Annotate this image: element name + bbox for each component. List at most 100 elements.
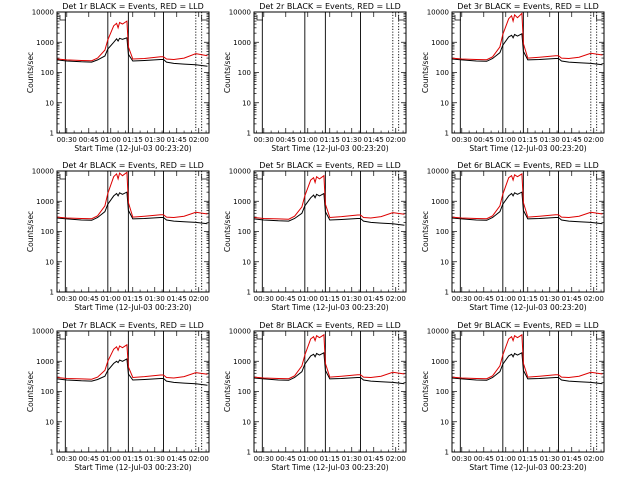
y-tick-label: 100 <box>436 228 449 236</box>
corner-marker <box>256 174 263 180</box>
x-tick-label: 01:00 <box>298 295 318 303</box>
x-axis-label: Start Time (12-Jul-03 00:23:20) <box>469 303 586 312</box>
corner-marker <box>201 174 208 180</box>
panel-title: Det 4r BLACK = Events, RED = LLD <box>62 161 204 170</box>
y-tick-label: 10 <box>440 99 449 107</box>
x-tick-label: 01:15 <box>123 295 143 303</box>
x-tick-label: 01:45 <box>167 136 187 144</box>
y-tick-label: 1000 <box>233 39 251 47</box>
x-tick-label: 00:45 <box>276 136 296 144</box>
x-tick-label: 01:00 <box>496 295 516 303</box>
corner-marker <box>59 174 66 180</box>
x-tick-label: 01:45 <box>562 136 582 144</box>
x-tick-label: 01:30 <box>342 455 362 463</box>
x-tick-label: 00:30 <box>452 295 472 303</box>
x-tick-label: 00:30 <box>254 295 274 303</box>
x-tick-label: 02:00 <box>386 136 406 144</box>
y-axis-label: Counts/sec <box>223 52 232 93</box>
x-tick-label: 00:45 <box>276 455 296 463</box>
x-tick-label: 01:00 <box>101 295 121 303</box>
x-tick-label: 01:45 <box>364 455 384 463</box>
corner-marker <box>59 334 66 340</box>
events-series-line <box>452 33 603 66</box>
plot-frame <box>56 170 210 293</box>
corner-marker <box>596 334 603 340</box>
panel-title: Det 9r BLACK = Events, RED = LLD <box>457 321 599 330</box>
lld-series-line <box>254 174 405 220</box>
events-series-line <box>57 37 208 67</box>
x-tick-label: 01:15 <box>518 136 538 144</box>
x-axis-label: Start Time (12-Jul-03 00:23:20) <box>74 303 191 312</box>
x-tick-label: 01:30 <box>342 295 362 303</box>
x-axis-label: Start Time (12-Jul-03 00:23:20) <box>271 463 388 472</box>
y-tick-label: 10000 <box>32 168 54 176</box>
corner-marker <box>398 15 405 21</box>
y-tick-label: 100 <box>41 228 54 236</box>
y-tick-label: 1 <box>50 449 54 457</box>
corner-marker <box>596 174 603 180</box>
y-tick-label: 1000 <box>431 358 449 366</box>
plot-frame <box>253 11 407 134</box>
y-tick-label: 10 <box>242 418 251 426</box>
panel-title: Det 2r BLACK = Events, RED = LLD <box>259 2 401 11</box>
y-tick-label: 1000 <box>36 358 54 366</box>
x-tick-label: 00:45 <box>474 295 494 303</box>
y-tick-label: 10000 <box>427 9 449 17</box>
x-tick-label: 00:30 <box>254 455 274 463</box>
y-tick-label: 10 <box>242 258 251 266</box>
x-tick-label: 00:45 <box>79 295 99 303</box>
y-tick-label: 10 <box>440 258 449 266</box>
panel-det-4: Det 4r BLACK = Events, RED = LLD 1 10 100 10… <box>26 161 210 312</box>
y-tick-label: 1 <box>445 449 449 457</box>
corner-marker <box>256 15 263 21</box>
panel-title: Det 3r BLACK = Events, RED = LLD <box>457 2 599 11</box>
panel-det-6: Det 6r BLACK = Events, RED = LLD 1 10 100 10… <box>421 161 605 312</box>
events-series-line <box>57 358 208 386</box>
x-axis-label: Start Time (12-Jul-03 00:23:20) <box>271 144 388 153</box>
x-tick-label: 01:45 <box>562 455 582 463</box>
panel-title: Det 5r BLACK = Events, RED = LLD <box>259 161 401 170</box>
panel-title: Det 6r BLACK = Events, RED = LLD <box>457 161 599 170</box>
plot-frame <box>253 330 407 453</box>
panel-title: Det 7r BLACK = Events, RED = LLD <box>62 321 204 330</box>
y-tick-label: 10 <box>45 258 54 266</box>
panel-det-9: Det 9r BLACK = Events, RED = LLD 1 10 100 10… <box>421 321 605 472</box>
x-tick-label: 00:45 <box>474 455 494 463</box>
y-tick-label: 1000 <box>431 198 449 206</box>
x-tick-label: 02:00 <box>584 295 604 303</box>
x-tick-label: 02:00 <box>386 455 406 463</box>
panel-det-7: Det 7r BLACK = Events, RED = LLD 1 10 100 10… <box>26 321 210 472</box>
x-tick-label: 02:00 <box>386 295 406 303</box>
x-tick-label: 01:30 <box>145 455 165 463</box>
plot-frame <box>451 11 605 134</box>
y-tick-label: 1 <box>247 449 251 457</box>
corner-marker <box>454 174 461 180</box>
y-axis-label: Counts/sec <box>26 211 35 252</box>
plot-frame <box>451 170 605 293</box>
x-tick-label: 01:00 <box>101 136 121 144</box>
x-tick-label: 01:00 <box>101 455 121 463</box>
y-tick-label: 100 <box>41 388 54 396</box>
events-series-line <box>254 192 405 226</box>
y-tick-label: 100 <box>238 69 251 77</box>
y-tick-label: 1000 <box>233 358 251 366</box>
y-tick-label: 100 <box>238 388 251 396</box>
events-series-line <box>452 352 603 385</box>
corner-marker <box>256 334 263 340</box>
panel-det-5: Det 5r BLACK = Events, RED = LLD 1 10 100 10… <box>223 161 407 312</box>
x-tick-label: 01:15 <box>320 136 340 144</box>
panel-title: Det 1r BLACK = Events, RED = LLD <box>62 2 204 11</box>
x-tick-label: 01:15 <box>518 455 538 463</box>
x-tick-label: 01:30 <box>145 136 165 144</box>
plot-frame <box>253 170 407 293</box>
panel-det-2: Det 2r BLACK = Events, RED = LLD 1 10 100 10… <box>223 2 407 153</box>
y-tick-label: 1000 <box>431 39 449 47</box>
y-tick-label: 100 <box>41 69 54 77</box>
y-axis-label: Counts/sec <box>223 211 232 252</box>
y-tick-label: 10 <box>45 99 54 107</box>
y-tick-label: 1 <box>445 130 449 138</box>
y-tick-label: 1 <box>50 289 54 297</box>
y-tick-label: 10000 <box>229 328 251 336</box>
corner-marker <box>201 15 208 21</box>
events-series-line <box>254 352 405 385</box>
